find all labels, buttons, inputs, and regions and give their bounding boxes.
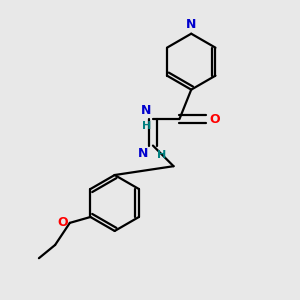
Text: N: N <box>141 104 152 117</box>
Text: N: N <box>186 18 196 31</box>
Text: N: N <box>138 147 148 160</box>
Text: H: H <box>158 150 166 160</box>
Text: H: H <box>142 121 152 130</box>
Text: O: O <box>58 216 68 230</box>
Text: O: O <box>210 112 220 126</box>
